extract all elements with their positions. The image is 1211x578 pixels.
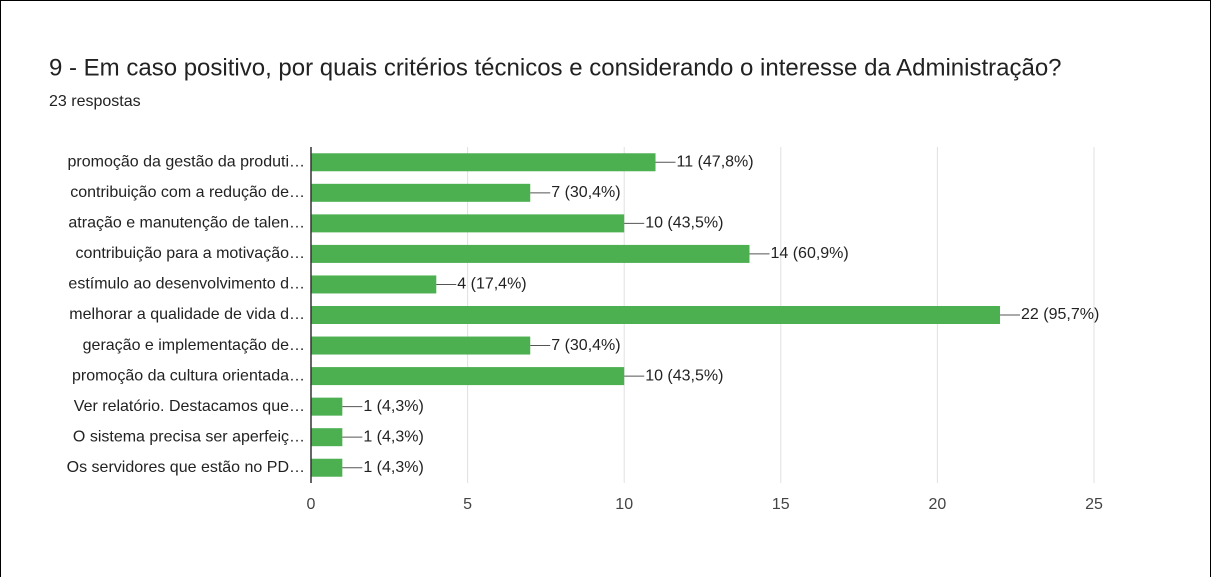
y-tick-label: promoção da gestão da produti… (68, 153, 305, 170)
bar (311, 428, 343, 447)
y-tick-label: O sistema precisa ser aperfeiç… (73, 428, 305, 445)
x-tick-label: 0 (307, 496, 316, 513)
bar (311, 367, 625, 386)
y-tick-label: Os servidores que estão no PD… (67, 459, 305, 476)
y-tick-label: atração e manutenção de talen… (68, 215, 305, 232)
bar (311, 458, 343, 477)
data-label: 10 (43,5%) (645, 215, 723, 232)
chart-subtitle: 23 respostas (49, 93, 141, 110)
y-tick-label: geração e implementação de… (83, 337, 305, 354)
bar (311, 244, 750, 263)
bar (311, 214, 625, 233)
y-tick-label: melhorar a qualidade de vida d… (69, 306, 305, 323)
data-label: 7 (30,4%) (551, 337, 620, 354)
x-tick-label: 20 (929, 496, 947, 513)
y-tick-label: estímulo ao desenvolvimento d… (68, 276, 305, 293)
x-tick-label: 10 (615, 496, 633, 513)
bar (311, 336, 531, 355)
data-label: 22 (95,7%) (1021, 306, 1099, 323)
data-label: 11 (47,8%) (677, 153, 754, 170)
bar (311, 306, 1001, 324)
data-label: 7 (30,4%) (551, 184, 620, 201)
chart-title: 9 - Em caso positivo, por quais critério… (49, 54, 1062, 81)
bar (311, 397, 343, 416)
data-label: 10 (43,5%) (645, 367, 723, 384)
data-label: 14 (60,9%) (770, 245, 848, 262)
y-tick-label: Ver relatório. Destacamos que… (74, 398, 305, 415)
x-tick-label: 25 (1085, 496, 1103, 513)
y-tick-label: contribuição para a motivação… (76, 245, 305, 262)
x-tick-label: 15 (772, 496, 790, 513)
y-tick-label: promoção da cultura orientada… (72, 367, 305, 384)
data-label: 1 (4,3%) (363, 398, 423, 415)
x-tick-label: 5 (463, 496, 472, 513)
data-label: 1 (4,3%) (363, 428, 423, 445)
bar (311, 183, 531, 202)
bar (311, 153, 656, 172)
data-label: 1 (4,3%) (363, 459, 423, 476)
y-tick-label: contribuição com a redução de… (70, 184, 305, 201)
bar (311, 275, 437, 294)
data-label: 4 (17,4%) (457, 276, 526, 293)
